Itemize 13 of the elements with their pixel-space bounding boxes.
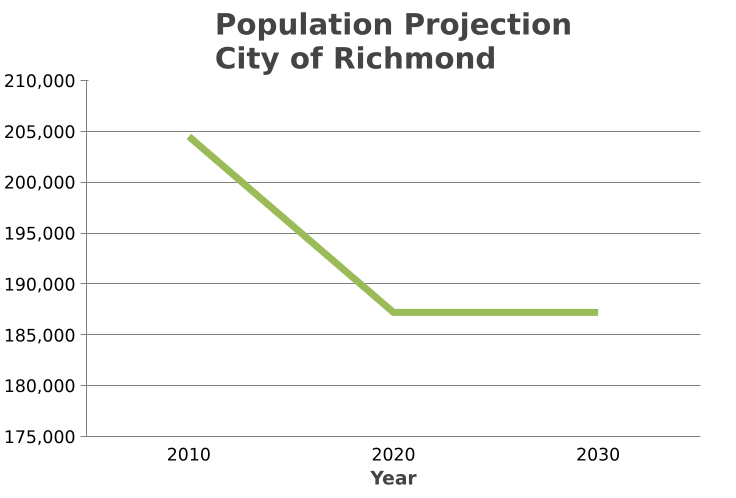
y-tick-label: 175,000 xyxy=(4,428,76,448)
chart-title: Population Projection City of Richmond xyxy=(214,8,572,76)
y-tick-label: 185,000 xyxy=(4,326,76,346)
y-tick-label: 195,000 xyxy=(4,224,76,245)
y-tick-label: 200,000 xyxy=(4,174,76,194)
x-tick-label: 2030 xyxy=(576,446,620,466)
x-axis-title: Year xyxy=(369,468,418,490)
x-tick-label: 2010 xyxy=(166,446,211,466)
y-tick-label: 210,000 xyxy=(4,72,76,92)
y-tick-label: 190,000 xyxy=(4,275,76,296)
x-tick-label: 2020 xyxy=(371,446,416,466)
y-tick-label: 180,000 xyxy=(4,377,76,398)
y-tick-label: 205,000 xyxy=(4,122,76,143)
